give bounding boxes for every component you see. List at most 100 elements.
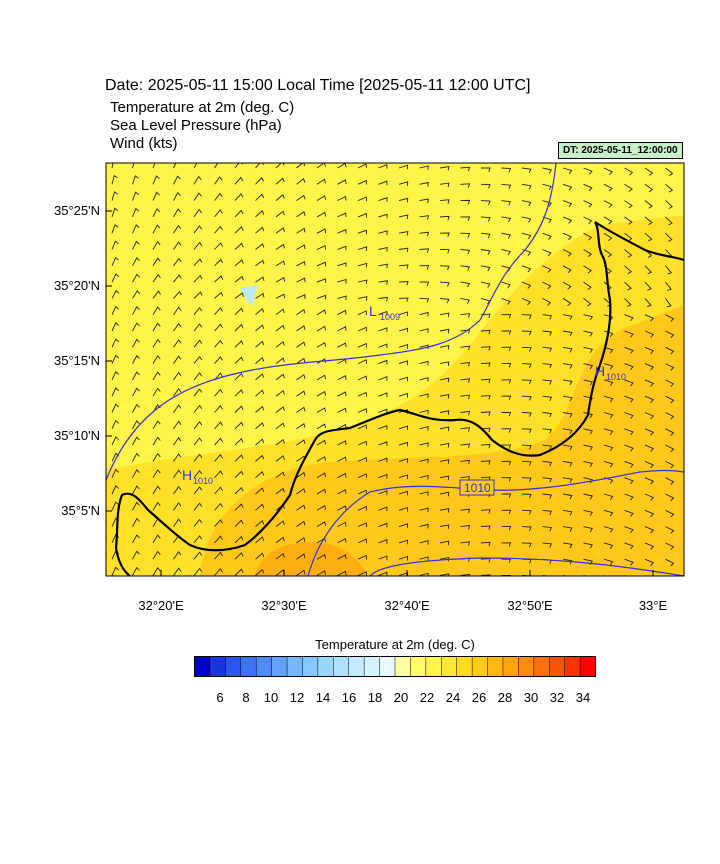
wind-barb: [255, 210, 265, 218]
wind-barb: [521, 526, 532, 531]
wind-barb: [480, 281, 491, 288]
wind-barb: [562, 298, 572, 307]
wind-barb: [275, 357, 285, 364]
wind-barb: [234, 389, 244, 397]
wind-barb: [501, 558, 512, 564]
wind-barb: [378, 230, 388, 236]
wind-barb: [378, 280, 388, 285]
wind-barb: [603, 216, 613, 225]
wind-barb: [357, 246, 368, 251]
wind-barb: [316, 245, 327, 250]
map-plot-area: L 1009 H 1010 H 1010 1010: [106, 163, 694, 576]
wind-barb: [562, 216, 573, 224]
wind-barb: [398, 474, 409, 480]
wind-barb: [357, 359, 368, 365]
wind-barb: [439, 215, 450, 221]
wind-barb: [419, 491, 429, 496]
wind-barb: [296, 244, 306, 250]
wind-barb: [132, 566, 140, 576]
wind-barb: [686, 217, 692, 225]
wind-barb: [337, 375, 347, 381]
wind-barb: [439, 426, 450, 432]
wind-barb: [665, 493, 675, 502]
wind-barb: [419, 198, 429, 204]
wind-barb: [132, 517, 140, 527]
wind-barb: [583, 363, 594, 370]
wind-barb: [562, 200, 573, 208]
wind-barb: [644, 216, 653, 226]
wind-barb: [357, 538, 368, 544]
wind-barb: [665, 460, 675, 469]
colorbar-cell: [487, 656, 504, 677]
wind-barb: [460, 216, 471, 221]
field-temperature-label: Temperature at 2m (deg. C): [110, 99, 295, 116]
wind-barb: [439, 475, 450, 481]
wind-barb: [562, 265, 572, 274]
wind-barb: [316, 163, 326, 169]
wind-barb: [378, 473, 388, 479]
wind-barb: [357, 196, 368, 202]
wind-barb: [337, 423, 347, 430]
wind-barb: [603, 330, 614, 338]
wind-barb: [419, 165, 429, 170]
wind-barb: [460, 573, 470, 576]
wind-barb: [665, 412, 675, 420]
wind-barb: [686, 429, 694, 436]
wind-barb: [439, 524, 450, 529]
wind-barb: [275, 406, 285, 413]
weather-map: L 1009 H 1010 H 1010 1010: [105, 162, 694, 577]
wind-barb: [152, 338, 161, 348]
wind-barb: [234, 242, 244, 250]
wind-barb: [460, 427, 470, 432]
wind-barb: [624, 314, 634, 322]
wind-barb: [603, 363, 614, 370]
coastline-east: [594, 221, 684, 262]
wind-barb: [439, 442, 450, 448]
wind-barb: [296, 308, 306, 316]
wind-barb: [562, 379, 573, 386]
wind-barb: [480, 329, 491, 335]
wind-barb: [378, 376, 388, 381]
wind-barb: [275, 194, 285, 201]
wind-barb: [378, 247, 388, 252]
colorbar-tick: 28: [497, 690, 513, 705]
wind-barb: [583, 232, 593, 241]
wind-barb: [193, 163, 202, 169]
wind-barb: [644, 526, 655, 534]
wind-barb: [316, 325, 327, 332]
wind-barb: [644, 379, 655, 387]
wind-barb: [603, 314, 614, 321]
wind-barb: [275, 552, 285, 560]
wind-barb: [542, 167, 553, 174]
wind-barb: [562, 509, 573, 516]
wind-barb: [234, 519, 244, 527]
wind-barb: [234, 470, 244, 479]
wind-barb: [644, 558, 655, 567]
wind-barb: [357, 424, 368, 430]
wind-barb: [521, 444, 532, 450]
wind-barb: [173, 551, 182, 560]
wind-barb: [193, 323, 203, 332]
wind-barb: [665, 265, 673, 275]
wind-barb: [296, 406, 306, 413]
wind-barb: [419, 248, 430, 253]
wind-barb: [111, 436, 120, 446]
wind-barb: [501, 542, 512, 547]
wind-barb: [624, 167, 634, 176]
wind-barb: [132, 452, 140, 462]
wind-barb: [686, 266, 691, 275]
wind-barb: [214, 307, 223, 316]
wind-barb: [173, 306, 182, 315]
wind-barb: [419, 507, 429, 513]
wind-barb: [665, 330, 675, 339]
wind-barb: [214, 356, 223, 364]
wind-barb: [193, 192, 202, 201]
wind-barb: [378, 424, 388, 430]
wind-barb: [255, 163, 264, 169]
wind-barb: [686, 478, 694, 485]
wind-barb: [439, 199, 450, 204]
wind-barb: [111, 322, 120, 332]
wind-barb: [378, 522, 388, 528]
wind-barb: [480, 346, 491, 351]
wind-barb: [501, 330, 512, 335]
